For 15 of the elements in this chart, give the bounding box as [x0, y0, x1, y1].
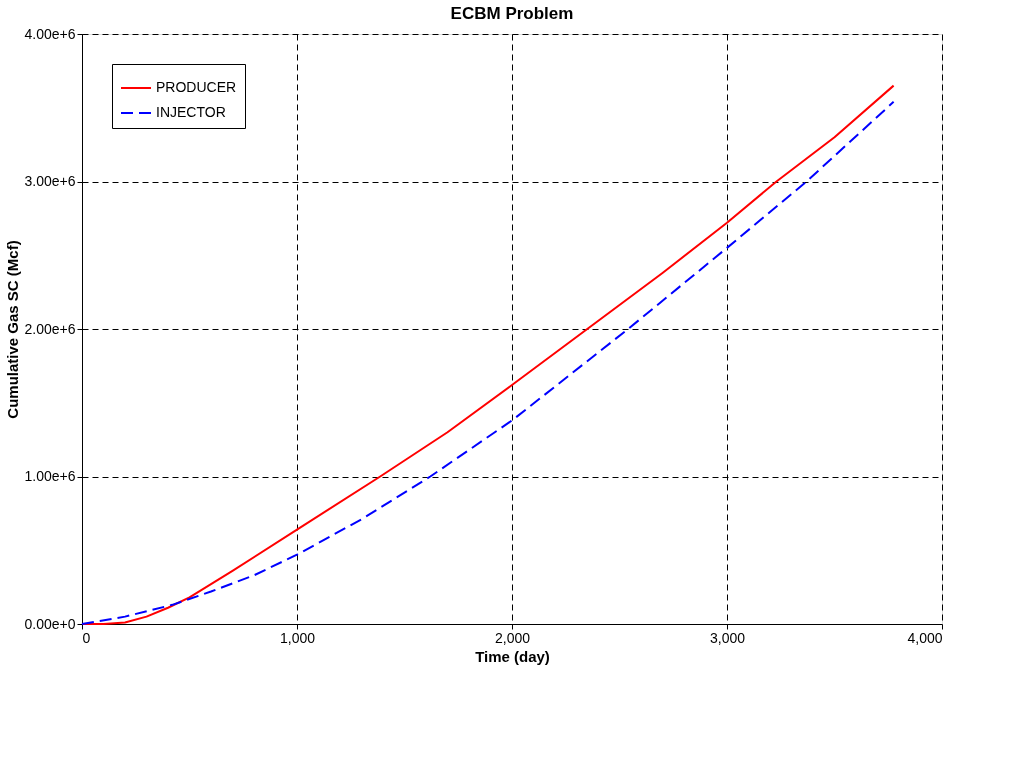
y-tick-label: 2.00e+6: [24, 320, 76, 337]
legend-label: INJECTOR: [156, 104, 226, 120]
x-tick-label: 4,000: [907, 629, 943, 646]
x-tick-label: 3,000: [709, 629, 746, 646]
y-axis-title: Cumulative Gas SC (Mcf): [3, 240, 21, 419]
x-tick-label: 2,000: [494, 629, 531, 646]
x-axis-title: Time (day): [475, 647, 550, 665]
y-tick-label: 1.00e+6: [24, 468, 76, 484]
chart-title: ECBM Problem: [450, 4, 574, 23]
y-tick-label: 0.00e+0: [24, 615, 76, 632]
y-tick-label: 3.00e+6: [24, 173, 76, 189]
legend-label: PRODUCER: [156, 79, 237, 95]
x-tick-label: 0: [82, 629, 91, 646]
x-tick-label: 1,000: [279, 629, 316, 646]
y-tick-label: 4.00e+6: [24, 25, 76, 42]
